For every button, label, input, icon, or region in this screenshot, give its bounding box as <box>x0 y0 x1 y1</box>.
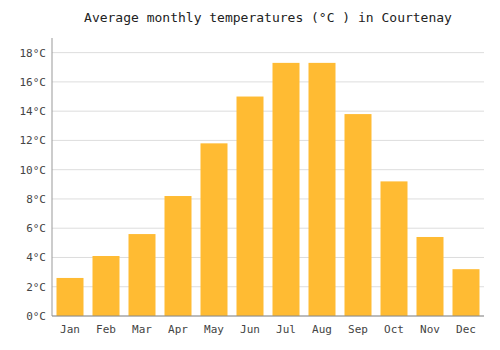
y-tick-label: 16°C <box>20 76 47 89</box>
grid-line <box>52 169 484 170</box>
grid-line <box>52 316 484 317</box>
bars <box>57 63 480 316</box>
bar <box>273 63 300 316</box>
x-axis-line <box>52 316 484 317</box>
bar <box>93 256 120 316</box>
title: Average monthly temperatures (°C ) in Co… <box>84 10 452 25</box>
bar <box>417 237 444 316</box>
bar <box>381 181 408 316</box>
bar <box>165 196 192 316</box>
x-tick-label: Apr <box>168 323 188 336</box>
x-tick-label: Jun <box>240 323 260 336</box>
bar <box>57 278 84 316</box>
x-tick-label: Jul <box>276 323 296 336</box>
bar <box>309 63 336 316</box>
y-tick-label: 14°C <box>20 105 47 118</box>
grid-line <box>52 198 484 199</box>
bar <box>345 114 372 316</box>
x-tick-label: Dec <box>456 323 476 336</box>
y-tick-label: 8°C <box>26 193 46 206</box>
bar <box>237 97 264 316</box>
y-tick-label: 0°C <box>26 310 46 323</box>
y-tick-label: 10°C <box>20 164 47 177</box>
chart-svg: Average monthly temperatures (°C ) in Co… <box>0 0 500 350</box>
x-tick-label: Jan <box>60 323 80 336</box>
x-tick-label: Sep <box>348 323 368 336</box>
y-tick-label: 2°C <box>26 281 46 294</box>
grid <box>52 53 484 316</box>
y-axis-line <box>52 38 53 316</box>
x-tick-label: Feb <box>96 323 116 336</box>
grid-line <box>52 111 484 112</box>
x-tick-label: May <box>204 323 224 336</box>
grid-line <box>52 228 484 229</box>
y-tick-label: 6°C <box>26 222 46 235</box>
grid-line <box>52 140 484 141</box>
bar <box>453 269 480 316</box>
y-tick-label: 12°C <box>20 134 47 147</box>
grid-line <box>52 81 484 82</box>
x-tick-label: Aug <box>312 323 332 336</box>
x-tick-label: Mar <box>132 323 152 336</box>
x-tick-label: Nov <box>420 323 440 336</box>
bar <box>201 143 228 316</box>
bar <box>129 234 156 316</box>
y-tick-label: 18°C <box>20 47 47 60</box>
grid-line <box>52 52 484 53</box>
chart-container: Average monthly temperatures (°C ) in Co… <box>0 0 500 350</box>
x-tick-label: Oct <box>384 323 404 336</box>
y-tick-label: 4°C <box>26 251 46 264</box>
